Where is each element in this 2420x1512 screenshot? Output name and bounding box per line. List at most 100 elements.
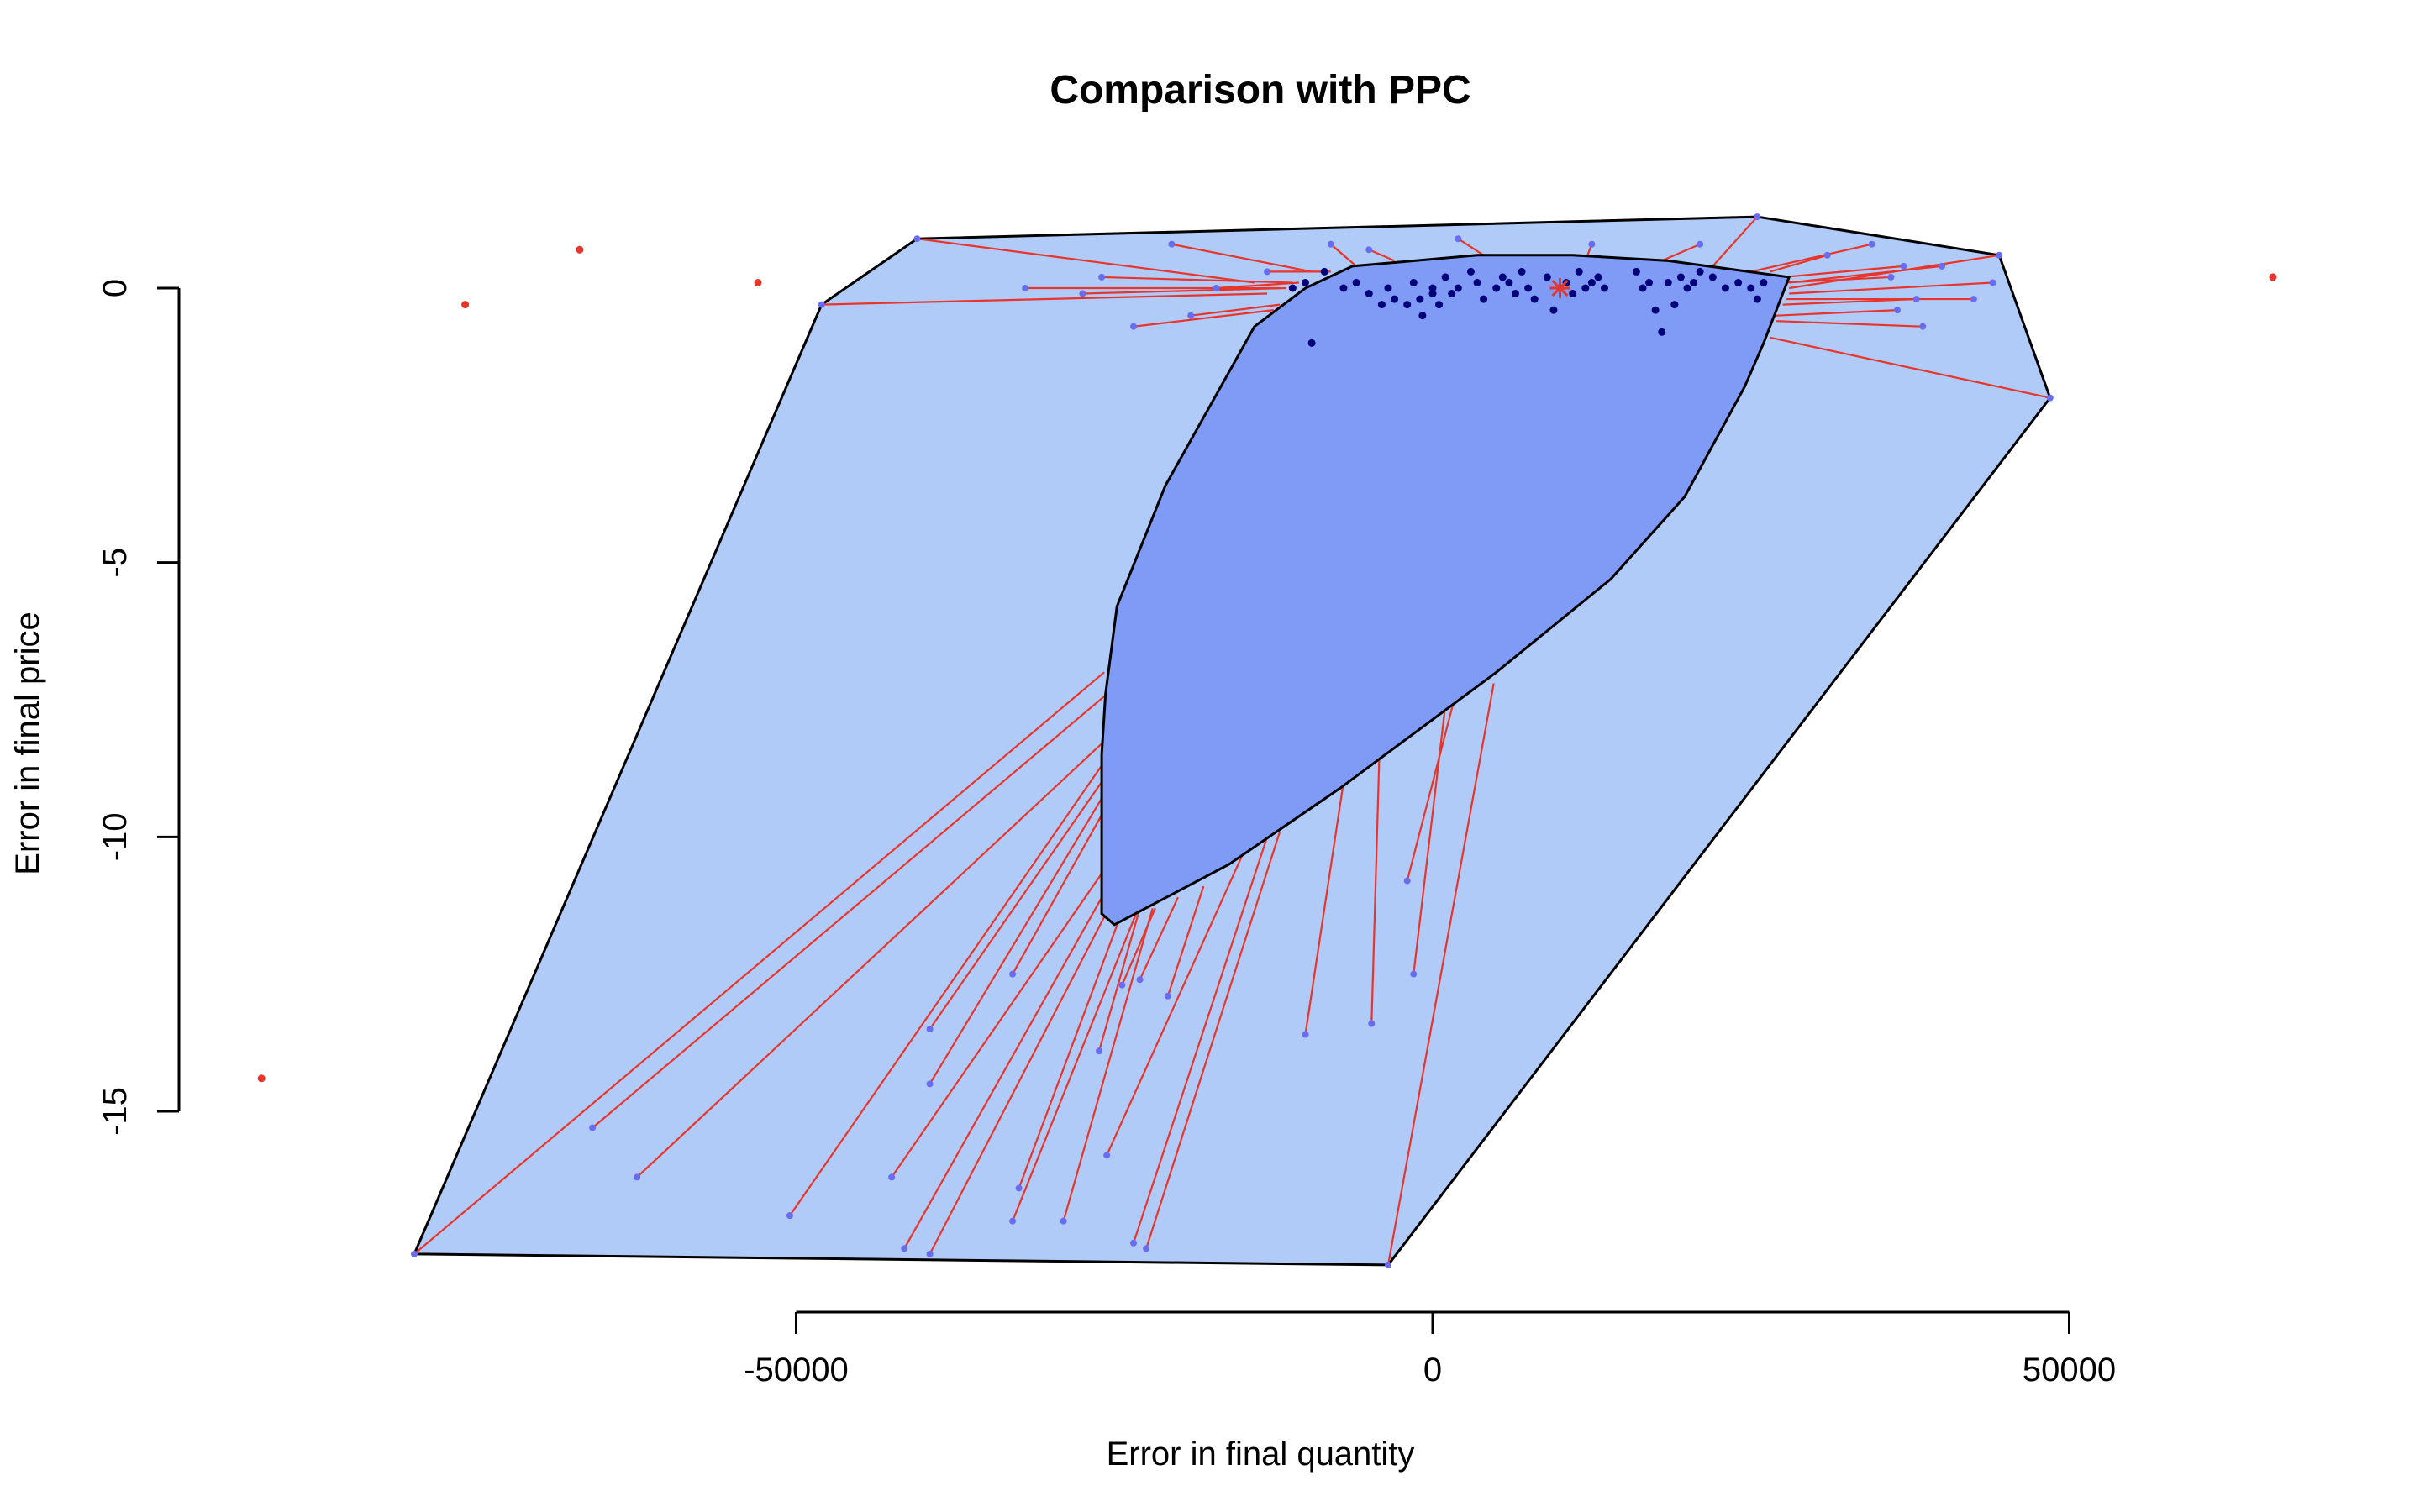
projected-point (926, 1250, 934, 1257)
connector-line (903, 885, 1109, 1249)
projected-point (589, 1124, 597, 1131)
observed-point (1760, 278, 1768, 286)
projected-point (1365, 246, 1373, 254)
connector-line (929, 798, 1103, 1084)
projected-point (1919, 323, 1927, 330)
observed-point (1473, 278, 1481, 286)
outlier-points (257, 245, 2277, 1083)
projected-point (1129, 323, 1137, 330)
y-axis: 0 -5 -10 -15 (97, 279, 181, 1136)
observed-point (1320, 267, 1328, 276)
connector-line (1457, 238, 1485, 256)
observed-point (1441, 273, 1449, 281)
projected-point (1136, 976, 1144, 984)
projected-point (1384, 1261, 1392, 1268)
projected-point (1022, 285, 1029, 291)
x-tick-label: -50000 (744, 1352, 849, 1389)
projected-point (1368, 1020, 1376, 1027)
projected-point (1129, 1239, 1137, 1247)
connector-line (1191, 303, 1281, 317)
observed-point (1690, 278, 1698, 286)
observed-point (1384, 284, 1392, 292)
y-tick-label: -10 (97, 812, 134, 861)
projected-point (786, 1212, 793, 1220)
reference-marker (1549, 278, 1570, 298)
projected-point (1912, 296, 1920, 303)
projected-point (1697, 240, 1704, 248)
observed-point (1708, 273, 1717, 281)
observed-point (1658, 328, 1666, 336)
connector-line (929, 896, 1116, 1255)
projected-point (1187, 312, 1195, 319)
connector-line (1018, 907, 1124, 1189)
x-tick-label: 0 (1423, 1352, 1442, 1389)
observed-point (1307, 339, 1316, 347)
connector-line (1776, 309, 1898, 317)
observed-point (1632, 267, 1640, 276)
observed-point (1549, 306, 1558, 314)
observed-point (1416, 295, 1424, 303)
connector-line (1304, 781, 1345, 1035)
connector-line (1413, 705, 1447, 974)
connector-line (789, 764, 1103, 1216)
observed-point (1377, 301, 1386, 309)
connector-line (1062, 907, 1154, 1221)
observed-point (1435, 301, 1444, 309)
connector-line (1098, 907, 1141, 1052)
connector-line (1132, 836, 1269, 1244)
observed-point (1575, 267, 1583, 276)
observed-point (1454, 284, 1462, 292)
projected-point (1103, 1152, 1111, 1159)
outlier-point (461, 301, 470, 309)
projected-point (1009, 970, 1017, 978)
projected-point (1989, 279, 1996, 286)
connector-line (1386, 683, 1495, 1266)
connector-line (1406, 694, 1457, 881)
observed-point (1587, 278, 1596, 286)
connector-lines (413, 216, 2051, 1266)
connector-line (1661, 243, 1701, 262)
observed-points (1288, 267, 1768, 347)
observed-point (1543, 273, 1551, 281)
connector-line (891, 869, 1106, 1179)
connector-line (1145, 831, 1281, 1249)
observed-point (1498, 273, 1507, 281)
connector-line (1139, 896, 1179, 980)
projected-point (1455, 235, 1462, 243)
observed-point (1524, 284, 1533, 292)
observed-point (1664, 278, 1672, 286)
reference-marker-stroke (1551, 279, 1569, 297)
observed-point (1505, 278, 1513, 286)
observed-point (1288, 284, 1297, 292)
connector-line (1789, 254, 2000, 290)
connector-line (1012, 913, 1138, 1222)
projected-point (1098, 273, 1106, 281)
projected-point (1410, 970, 1418, 978)
observed-point (1391, 295, 1399, 303)
observed-point (1466, 267, 1475, 276)
projected-point (901, 1245, 908, 1252)
projected-point (1168, 240, 1176, 248)
connector-line (413, 671, 1105, 1255)
connector-line (1106, 842, 1249, 1156)
connector-line (929, 781, 1103, 1030)
projected-point (1264, 268, 1271, 276)
projected-point (1143, 1245, 1150, 1252)
connector-line (1789, 281, 1993, 295)
inner-ppc-region (1100, 254, 1791, 927)
y-tick-label: -5 (97, 548, 134, 578)
connector-line (1133, 309, 1274, 328)
connector-line (1782, 297, 1917, 306)
connector-line (917, 238, 1255, 284)
observed-point (1492, 284, 1501, 292)
connector-line (1171, 243, 1313, 273)
outlier-point (257, 1074, 266, 1083)
projected-point (2046, 394, 2054, 402)
projected-point (1900, 262, 1907, 270)
projected-point (1403, 877, 1411, 885)
y-tick-label: 0 (97, 279, 134, 297)
outlier-point (2269, 273, 2277, 281)
chart-title: Comparison with PPC (1050, 68, 1470, 113)
observed-point (1352, 278, 1360, 286)
projected-point (1996, 251, 2003, 259)
